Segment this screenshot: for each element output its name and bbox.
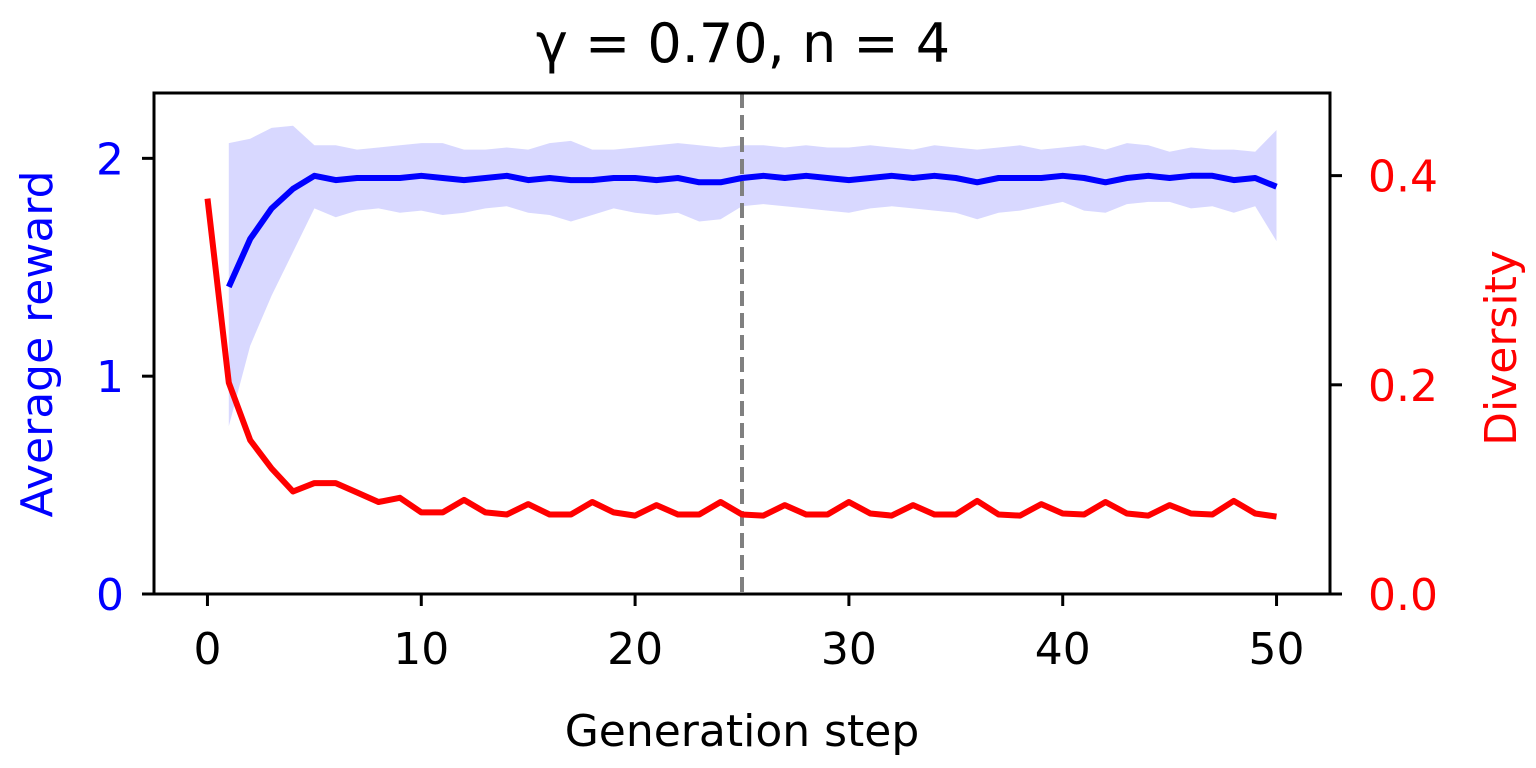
x-tick-label: 50 (1249, 624, 1305, 675)
left-tick-label: 1 (96, 352, 124, 403)
x-axis-label: Generation step (565, 706, 920, 757)
right-tick-label: 0.0 (1368, 570, 1438, 621)
right-axis-label: Diversity (1476, 250, 1527, 446)
x-tick-label: 10 (393, 624, 449, 675)
plot-area (152, 91, 1332, 596)
left-axis-label: Average reward (12, 170, 63, 517)
plot-frame (152, 91, 1332, 596)
series-layer (204, 172, 1278, 520)
right-tick-label: 0.4 (1368, 152, 1438, 203)
x-axis-ticks: 0 10 20 30 40 50 (193, 594, 1305, 675)
left-axis-ticks: 0 1 2 (96, 134, 154, 621)
x-tick-label: 20 (607, 624, 663, 675)
left-tick-label: 2 (96, 134, 124, 185)
left-tick-label: 0 (96, 570, 124, 621)
x-tick-label: 0 (193, 624, 221, 675)
right-tick-label: 0.2 (1368, 361, 1438, 412)
reward-band-layer (228, 125, 1277, 427)
diversity-series-line (204, 198, 1277, 520)
x-tick-label: 40 (1035, 624, 1091, 675)
reward-confidence-band (228, 125, 1277, 427)
reward-series-line (226, 172, 1278, 289)
x-tick-label: 30 (821, 624, 877, 675)
chart-title: γ = 0.70, n = 4 (536, 12, 950, 75)
right-axis-ticks: 0.0 0.2 0.4 (1330, 152, 1438, 621)
